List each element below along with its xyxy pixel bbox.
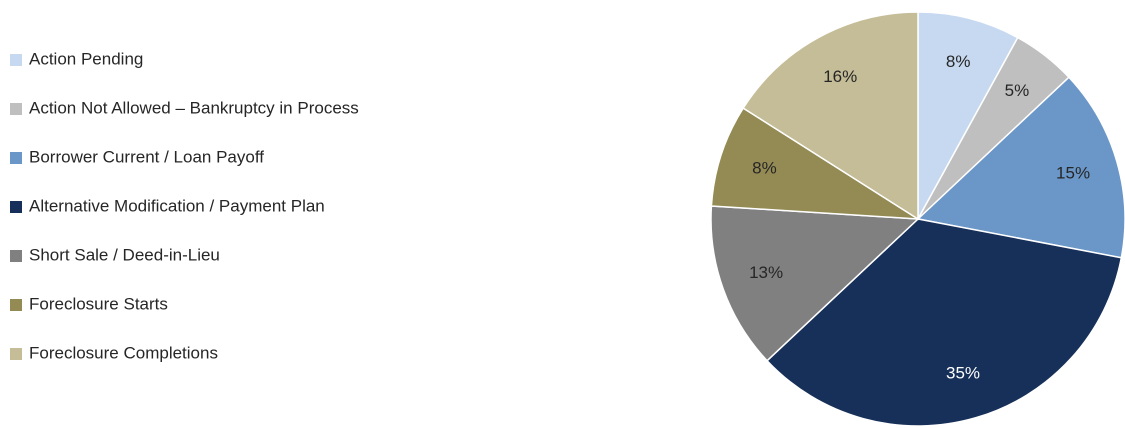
data-label: 8% (752, 159, 777, 178)
pie-slice (916, 76, 1125, 259)
legend-swatch (10, 152, 22, 164)
data-label: 35% (946, 364, 980, 383)
legend-swatch (10, 54, 22, 66)
pie-slice (742, 11, 919, 221)
legend-label: Foreclosure Starts (29, 294, 168, 313)
legend-swatch (10, 103, 22, 115)
legend-swatch (10, 348, 22, 360)
legend-label: Action Not Allowed – Bankruptcy in Proce… (29, 98, 359, 117)
pie-slice (710, 107, 919, 220)
data-label: 16% (823, 67, 857, 86)
legend-label: Short Sale / Deed-in-Lieu (29, 245, 220, 264)
data-label: 15% (1056, 163, 1090, 182)
data-label: 5% (1005, 81, 1030, 100)
data-label: 8% (946, 52, 971, 71)
legend-label: Action Pending (29, 49, 143, 68)
pie-slice (917, 11, 1019, 220)
data-label: 13% (749, 263, 783, 282)
legend-swatch (10, 201, 22, 213)
legend-swatch (10, 299, 22, 311)
legend-label: Alternative Modification / Payment Plan (29, 196, 325, 215)
legend-swatch (10, 250, 22, 262)
legend-label: Borrower Current / Loan Payoff (29, 147, 264, 166)
legend-label: Foreclosure Completions (29, 343, 218, 362)
pie-slice (766, 218, 1123, 427)
pie-slice (710, 205, 920, 362)
